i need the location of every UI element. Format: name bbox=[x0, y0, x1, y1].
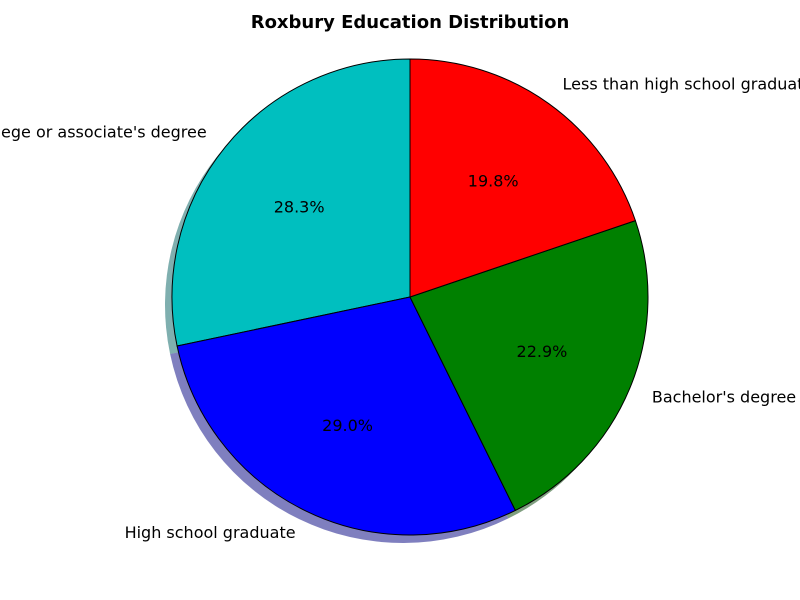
chart-title: Roxbury Education Distribution bbox=[251, 12, 570, 33]
pie-slice-percent: 19.8% bbox=[468, 171, 519, 190]
pie-labels: 28.3% Some college or associate's degree 2… bbox=[0, 75, 800, 542]
pie-slice-label: Bachelor's degree or higher bbox=[652, 388, 800, 407]
pie-slice-label: Some college or associate's degree bbox=[0, 123, 207, 142]
pie-slice-percent: 29.0% bbox=[322, 416, 373, 435]
pie-slice bbox=[171, 58, 411, 347]
pie-slice bbox=[176, 296, 516, 536]
pie-slice-label: Less than high school graduate bbox=[563, 75, 800, 94]
pie-slice-label: High school graduate bbox=[125, 523, 296, 542]
pie-slice bbox=[409, 58, 636, 298]
pie-slice bbox=[409, 220, 649, 511]
pie-slices bbox=[171, 58, 649, 536]
pie-slice-percent: 28.3% bbox=[274, 198, 325, 217]
pie-slice-percent: 22.9% bbox=[517, 342, 568, 361]
